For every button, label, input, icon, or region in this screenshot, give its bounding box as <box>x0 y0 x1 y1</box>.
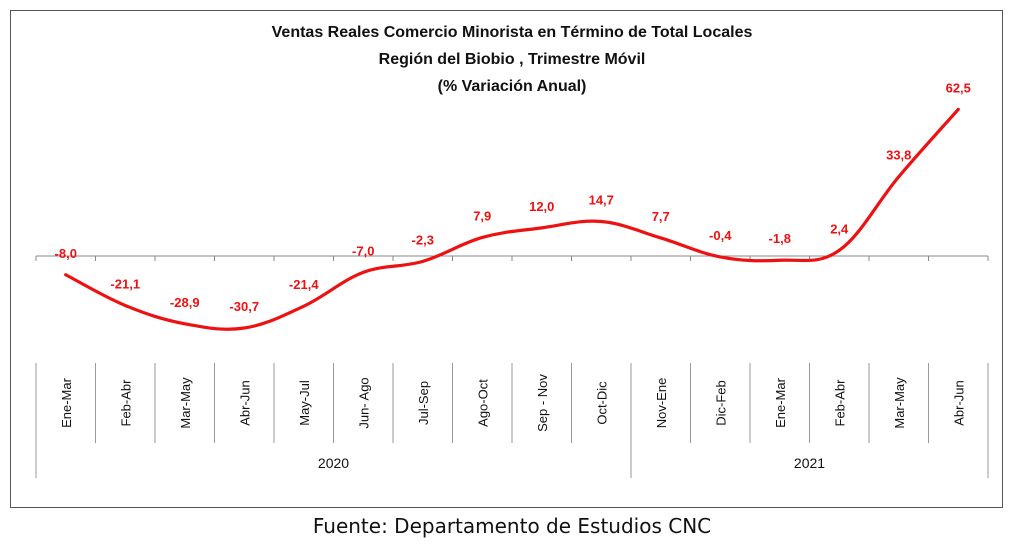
data-point <box>480 235 484 239</box>
data-point <box>242 326 246 330</box>
data-point <box>659 236 663 240</box>
x-tick-label: Ene-Mar <box>773 377 788 428</box>
data-label: 14,7 <box>589 193 614 208</box>
data-label: -7,0 <box>352 243 374 258</box>
data-point <box>421 259 425 263</box>
data-label: -28,9 <box>170 295 200 310</box>
chart-frame <box>10 10 1003 508</box>
x-tick-label: Abr-Jun <box>951 380 966 426</box>
data-point <box>599 220 603 224</box>
x-tick-label: Feb-Abr <box>832 379 847 427</box>
x-tick-label: Ene-Mar <box>59 377 74 428</box>
source-note: Fuente: Departamento de Estudios CNC <box>312 514 712 538</box>
data-label: -0,4 <box>709 228 732 243</box>
data-label: 7,7 <box>652 209 670 224</box>
data-label: 2,4 <box>830 221 849 236</box>
x-tick-label: May-Jul <box>297 380 312 426</box>
x-tick-label: Oct-Dic <box>594 381 609 425</box>
x-tick-label: Abr-Jun <box>237 380 252 426</box>
x-tick-label: Jul-Sep <box>416 381 431 425</box>
x-tick-label: Jun- Ago <box>356 377 371 428</box>
data-point <box>718 255 722 259</box>
series-line <box>64 107 960 331</box>
data-point <box>837 248 841 252</box>
data-label: -2,3 <box>412 232 434 247</box>
data-point <box>183 322 187 326</box>
x-tick-label: Nov-Ene <box>654 378 669 429</box>
group-label: 2020 <box>318 455 349 471</box>
data-label: -1,8 <box>769 231 791 246</box>
data-label: -21,1 <box>110 276 140 291</box>
data-point <box>956 107 960 111</box>
data-label: 7,9 <box>473 208 491 223</box>
data-label: 12,0 <box>529 199 554 214</box>
x-tick-label: Mar-May <box>178 377 193 429</box>
x-tick-label: Dic-Feb <box>713 380 728 426</box>
chart-title-line-2: Región del Biobio , Trimestre Móvil <box>378 51 646 68</box>
data-point <box>897 175 901 179</box>
x-tick-label: Feb-Abr <box>118 379 133 427</box>
data-label: -21,4 <box>289 277 319 292</box>
data-point <box>123 303 127 307</box>
data-point <box>778 258 782 262</box>
chart-title-line-3: (% Variación Anual) <box>437 78 587 95</box>
data-label: 33,8 <box>886 148 911 163</box>
data-label: -8,0 <box>55 246 77 261</box>
x-tick-label: Mar-May <box>892 377 907 429</box>
group-label: 2021 <box>794 455 825 471</box>
data-label: -30,7 <box>229 299 259 314</box>
data-point <box>302 304 306 308</box>
x-tick-label: Ago-Oct <box>475 379 490 427</box>
chart-title-line-1: Ventas Reales Comercio Minorista en Térm… <box>271 24 753 41</box>
x-tick-label: Sep - Nov <box>535 374 550 432</box>
data-label: 62,5 <box>946 80 971 95</box>
data-point <box>361 270 365 274</box>
data-point <box>64 273 68 277</box>
data-point <box>540 226 544 230</box>
